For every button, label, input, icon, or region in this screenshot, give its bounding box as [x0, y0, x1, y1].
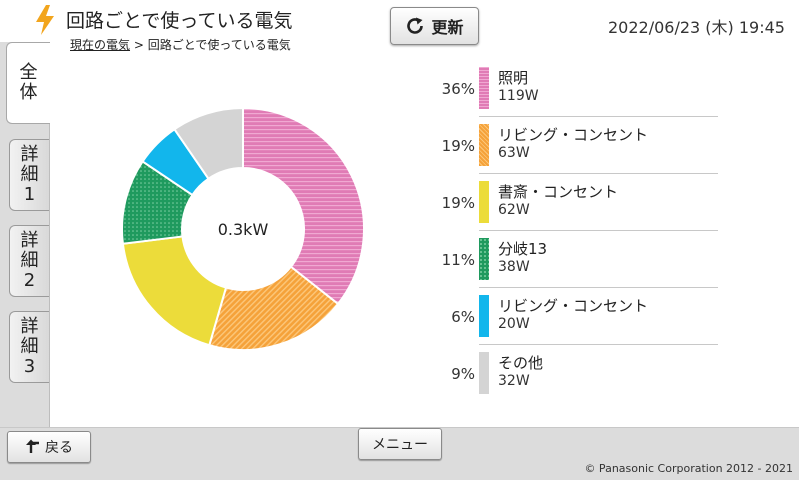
tab-detail-1-label-1: 詳	[20, 144, 39, 165]
tab-detail-2-label-2: 細	[20, 250, 39, 271]
legend-percent: 6%	[451, 308, 475, 326]
tab-overall-label-2: 体	[19, 82, 38, 103]
legend-circuit-name: リビング・コンセント	[498, 297, 649, 315]
return-arrow-icon	[26, 439, 39, 453]
legend-circuit-name: 照明	[498, 69, 529, 87]
refresh-label: 更新	[431, 18, 464, 37]
legend-swatch	[479, 238, 489, 280]
legend-swatch	[479, 124, 489, 166]
legend-percent: 11%	[441, 251, 475, 269]
legend-row: 9% その他 32W	[424, 345, 718, 402]
legend-watts: 119W	[498, 88, 539, 104]
legend-row: 19% リビング・コンセント 63W	[424, 117, 718, 174]
legend-circuit-name: その他	[498, 354, 544, 372]
content-divider	[49, 42, 50, 427]
menu-button[interactable]: メニュー	[358, 428, 442, 460]
refresh-button[interactable]: 更新	[390, 7, 479, 45]
legend-swatch	[479, 67, 489, 109]
tab-detail-1-label-3: 1	[23, 184, 36, 205]
tab-detail-3-label-1: 詳	[20, 316, 39, 337]
header-bar: 回路ごとで使っている電気 現在の電気 > 回路ごとで使っている電気 更新 202…	[0, 0, 799, 60]
legend-divider	[479, 287, 718, 288]
legend-watts: 62W	[498, 202, 530, 218]
tab-overall[interactable]: 全 体	[6, 42, 50, 124]
breadcrumb-separator: >	[133, 38, 144, 52]
tab-detail-1-label-2: 細	[20, 164, 39, 185]
donut-chart: 0.3kW	[115, 101, 371, 357]
legend-row: 11% 分岐13 38W	[424, 231, 718, 288]
legend-watts: 32W	[498, 373, 530, 389]
legend-watts: 63W	[498, 145, 530, 161]
page-title: 回路ごとで使っている電気	[66, 10, 293, 32]
legend-percent: 9%	[451, 365, 475, 383]
legend-circuit-name: 書斎・コンセント	[498, 183, 619, 201]
legend-divider	[479, 116, 718, 117]
footer-bar: 戻る メニュー © Panasonic Corporation 2012 - 2…	[0, 427, 799, 480]
breadcrumb-current: 回路ごとで使っている電気	[147, 38, 291, 52]
legend-swatch	[479, 352, 489, 394]
tab-detail-3[interactable]: 詳 細 3	[9, 311, 49, 383]
legend-divider	[479, 344, 718, 345]
donut-chart-svg	[121, 106, 365, 351]
refresh-icon	[407, 17, 424, 34]
legend-swatch	[479, 295, 489, 337]
legend-row: 6% リビング・コンセント 20W	[424, 288, 718, 345]
back-label: 戻る	[45, 440, 73, 456]
legend-watts: 38W	[498, 259, 530, 275]
legend-percent: 36%	[441, 80, 475, 98]
legend-swatch	[479, 181, 489, 223]
breadcrumb: 現在の電気 > 回路ごとで使っている電気	[70, 36, 291, 53]
menu-label: メニュー	[372, 437, 428, 453]
legend-row: 19% 書斎・コンセント 62W	[424, 174, 718, 231]
lightning-bolt-icon	[36, 5, 54, 35]
donut-slice	[242, 106, 365, 306]
legend-percent: 19%	[441, 137, 475, 155]
tab-detail-3-label-2: 細	[20, 336, 39, 357]
legend-row: 36% 照明 119W	[424, 60, 718, 117]
legend-divider	[479, 230, 718, 231]
tab-overall-label-1: 全	[19, 62, 38, 83]
legend-watts: 20W	[498, 316, 530, 332]
tab-detail-1[interactable]: 詳 細 1	[9, 139, 49, 211]
tab-detail-3-label-3: 3	[23, 356, 36, 377]
donut-slice	[121, 235, 228, 347]
legend-percent: 19%	[441, 194, 475, 212]
tab-detail-2-label-1: 詳	[20, 230, 39, 251]
back-button[interactable]: 戻る	[7, 431, 91, 463]
tab-detail-2-label-3: 2	[23, 270, 36, 291]
legend-divider	[479, 173, 718, 174]
breadcrumb-link-current-electricity[interactable]: 現在の電気	[70, 38, 131, 52]
legend-circuit-name: リビング・コンセント	[498, 126, 649, 144]
donut-slice	[173, 106, 244, 181]
datetime-display: 2022/06/23 (木) 19:45	[608, 18, 785, 37]
legend-circuit-name: 分岐13	[498, 240, 548, 258]
copyright-text: © Panasonic Corporation 2012 - 2021	[584, 462, 793, 475]
tab-detail-2[interactable]: 詳 細 2	[9, 225, 49, 297]
